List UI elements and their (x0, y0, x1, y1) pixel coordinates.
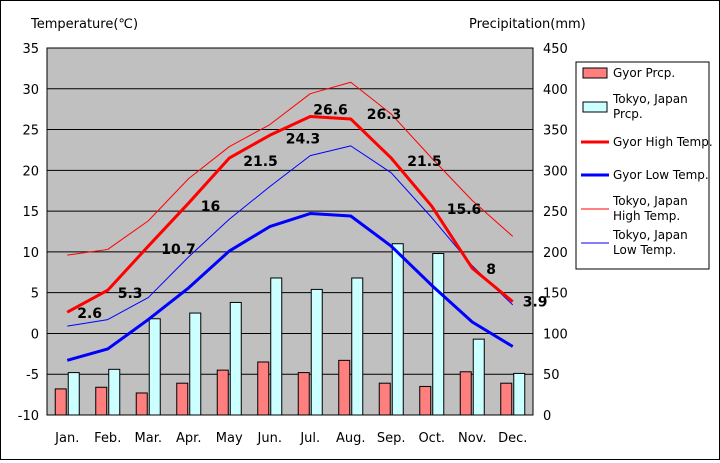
precip-bar (351, 277, 364, 416)
temp-series-line (66, 212, 514, 362)
precip-bar (270, 277, 283, 416)
month-label: Jan. (54, 431, 79, 446)
data-label: 21.5 (407, 154, 442, 170)
precip-bar (310, 288, 323, 416)
data-label: 24.3 (286, 131, 321, 147)
left-tick-label: 10 (22, 246, 39, 261)
right-tick-label: 200 (543, 246, 568, 261)
left-tick-label: 0 (31, 327, 39, 342)
left-tick-label: 5 (31, 287, 39, 302)
left-tick-label: -5 (26, 368, 39, 383)
precip-bar (67, 372, 80, 416)
month-label: Dec. (498, 431, 527, 446)
left-tick-label: 35 (22, 42, 39, 57)
right-tick-label: 300 (543, 164, 568, 179)
precip-bar (95, 386, 108, 416)
legend-label: Tokyo, Japan Low Temp. (612, 228, 688, 257)
data-label: 15.6 (447, 202, 482, 218)
left-tick-label: -10 (18, 409, 39, 424)
month-label: Jun. (257, 431, 282, 446)
right-tick-label: 150 (543, 287, 568, 302)
data-label: 26.3 (367, 107, 402, 123)
precip-bar (135, 392, 148, 416)
legend-label: Gyor Prcp. (613, 66, 675, 80)
precip-bar (513, 372, 526, 416)
month-label: Oct. (418, 431, 445, 446)
right-axis-title: Precipitation(mm) (469, 17, 586, 32)
right-tick-label: 450 (543, 42, 568, 57)
legend-swatch (582, 67, 608, 79)
legend-label: Tokyo, Japan Prcp. (612, 92, 688, 121)
precip-bar (391, 243, 404, 416)
precip-bar (108, 368, 121, 416)
right-tick-label: 0 (543, 409, 551, 424)
precip-bar (419, 385, 432, 416)
month-label: Nov. (458, 431, 487, 446)
data-label: 10.7 (161, 242, 196, 258)
right-tick-label: 350 (543, 124, 568, 139)
temp-series-line (67, 145, 514, 327)
legend-box (575, 61, 710, 270)
right-tick-label: 100 (543, 327, 568, 342)
plot-frame (46, 47, 534, 416)
legend: Gyor Prcp. Tokyo, Japan Prcp. Gyor High Tem… (581, 66, 713, 257)
precip-bar (216, 369, 229, 416)
month-label: Sep. (377, 431, 406, 446)
left-tick-label: 30 (22, 83, 39, 98)
legend-label: Gyor High Temp. (613, 135, 713, 149)
precip-bar (378, 382, 391, 416)
precip-bar (297, 372, 310, 416)
right-tick-label: 250 (543, 205, 568, 220)
data-label: 5.3 (118, 286, 143, 302)
data-label: 21.5 (243, 154, 278, 170)
precip-bar (176, 382, 189, 416)
month-label: Mar. (135, 431, 162, 446)
month-label: May (216, 431, 243, 446)
temperature-lines (66, 81, 514, 362)
legend-label: Tokyo, Japan High Temp. (612, 194, 688, 223)
legend-swatch (582, 101, 608, 113)
right-axis-ticks: 450 400 350 300 250 200 150 100 50 0 (543, 42, 568, 424)
right-tick-label: 400 (543, 83, 568, 98)
temp-series-line (66, 115, 514, 314)
plot-area (46, 47, 534, 416)
left-tick-label: 20 (22, 164, 39, 179)
temp-series-line (67, 81, 514, 256)
data-label: 26.6 (313, 103, 348, 119)
right-tick-label: 50 (543, 368, 560, 383)
precip-bar (148, 318, 161, 416)
precip-bar (189, 312, 202, 416)
data-label: 3.9 (523, 295, 548, 311)
x-axis-ticks: Jan. Feb. Mar. Apr. May Jun. Jul. Aug. Sep. Oct. N… (54, 431, 527, 446)
precip-bar (500, 382, 513, 416)
precip-bar (257, 361, 270, 416)
data-label: 2.6 (77, 306, 102, 322)
legend-label: Gyor Low Temp. (613, 168, 709, 182)
precip-bar (338, 359, 351, 416)
data-labels: 2.6 5.3 10.7 16 21.5 24.3 26.6 26.3 21.5 15.6 8 3.9 (77, 103, 547, 323)
precip-bar (229, 301, 242, 416)
month-label: Jul. (299, 431, 320, 446)
data-label: 8 (486, 262, 496, 278)
left-tick-label: 25 (22, 124, 39, 139)
left-axis-ticks: 35 30 25 20 15 10 5 0 -5 -10 (18, 42, 39, 424)
data-label: 16 (201, 199, 220, 215)
left-axis-title: Temperature(℃) (30, 17, 138, 32)
precip-bar (432, 253, 445, 416)
month-label: Aug. (336, 431, 366, 446)
month-label: Feb. (94, 431, 121, 446)
precip-bar (54, 388, 67, 416)
precip-bar (459, 371, 472, 416)
precip-bar (472, 338, 485, 416)
left-tick-label: 15 (22, 205, 39, 220)
month-label: Apr. (176, 431, 201, 446)
